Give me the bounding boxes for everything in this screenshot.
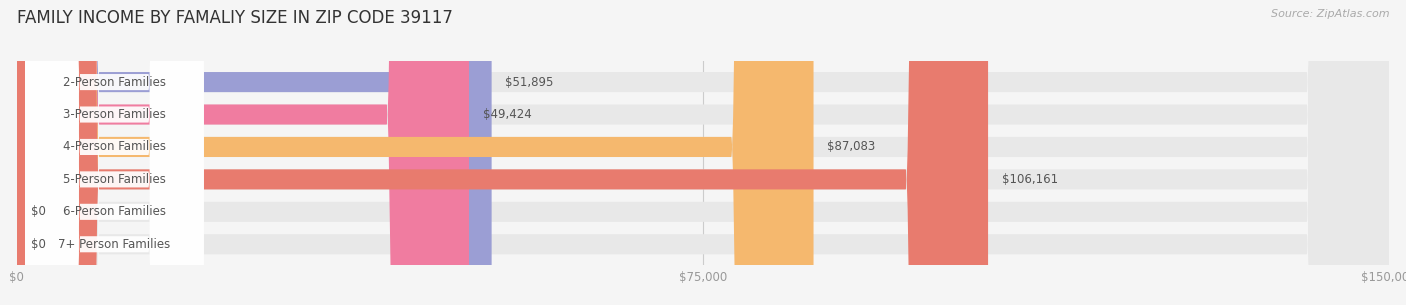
FancyBboxPatch shape bbox=[25, 0, 204, 305]
FancyBboxPatch shape bbox=[25, 0, 204, 305]
FancyBboxPatch shape bbox=[17, 0, 814, 305]
FancyBboxPatch shape bbox=[17, 0, 1389, 305]
Text: Source: ZipAtlas.com: Source: ZipAtlas.com bbox=[1271, 9, 1389, 19]
Text: 5-Person Families: 5-Person Families bbox=[63, 173, 166, 186]
FancyBboxPatch shape bbox=[25, 0, 204, 305]
Text: $0: $0 bbox=[31, 238, 45, 251]
FancyBboxPatch shape bbox=[17, 0, 492, 305]
Text: $0: $0 bbox=[31, 205, 45, 218]
FancyBboxPatch shape bbox=[25, 0, 204, 305]
FancyBboxPatch shape bbox=[17, 0, 1389, 305]
Text: 3-Person Families: 3-Person Families bbox=[63, 108, 166, 121]
FancyBboxPatch shape bbox=[25, 0, 204, 305]
FancyBboxPatch shape bbox=[17, 0, 1389, 305]
Text: FAMILY INCOME BY FAMALIY SIZE IN ZIP CODE 39117: FAMILY INCOME BY FAMALIY SIZE IN ZIP COD… bbox=[17, 9, 453, 27]
Text: 7+ Person Families: 7+ Person Families bbox=[58, 238, 170, 251]
Text: $106,161: $106,161 bbox=[1002, 173, 1057, 186]
Text: 6-Person Families: 6-Person Families bbox=[63, 205, 166, 218]
FancyBboxPatch shape bbox=[17, 0, 1389, 305]
FancyBboxPatch shape bbox=[17, 0, 1389, 305]
FancyBboxPatch shape bbox=[17, 0, 1389, 305]
Text: $49,424: $49,424 bbox=[482, 108, 531, 121]
Text: $51,895: $51,895 bbox=[505, 76, 554, 88]
FancyBboxPatch shape bbox=[17, 0, 470, 305]
Text: 4-Person Families: 4-Person Families bbox=[63, 141, 166, 153]
FancyBboxPatch shape bbox=[25, 0, 204, 305]
Text: $87,083: $87,083 bbox=[827, 141, 876, 153]
Text: 2-Person Families: 2-Person Families bbox=[63, 76, 166, 88]
FancyBboxPatch shape bbox=[17, 0, 988, 305]
